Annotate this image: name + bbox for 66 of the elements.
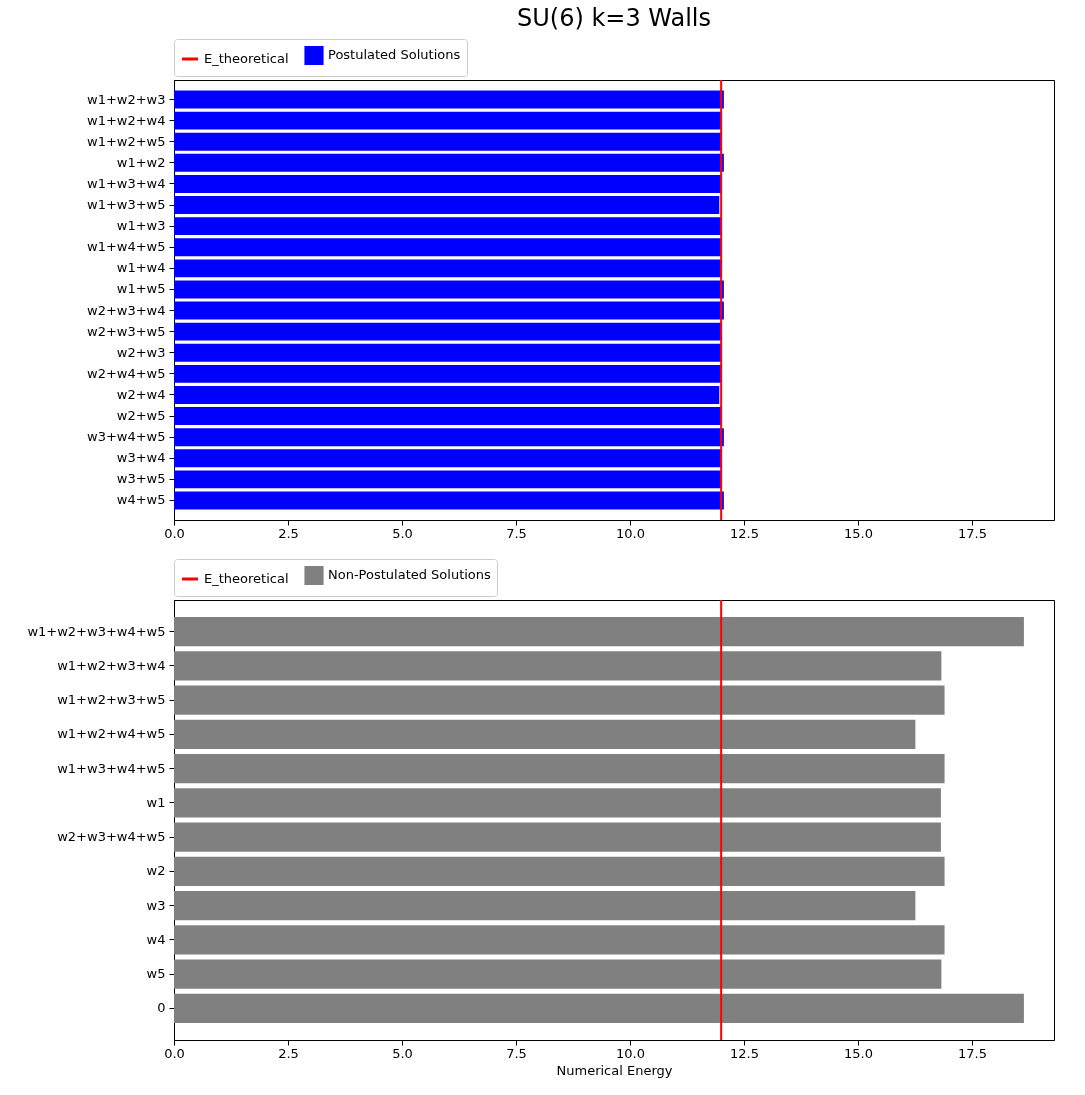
x-tick-label: 15.0 [843, 525, 873, 541]
x-tick-label: 12.5 [729, 525, 759, 541]
legend-label: Non-Postulated Solutions [328, 567, 492, 583]
x-tick-label: 5.0 [392, 1045, 413, 1061]
y-tick-label: w1 [146, 794, 166, 810]
x-axis-title: Numerical Energy [556, 1062, 673, 1078]
y-tick-label: w5 [146, 966, 166, 982]
x-tick-label: 0.0 [164, 525, 185, 541]
bar [174, 822, 941, 852]
x-tick-label: 12.5 [729, 1045, 759, 1061]
x-tick-label: 15.0 [843, 1045, 873, 1061]
legend-label: Postulated Solutions [328, 47, 461, 63]
bar [174, 959, 942, 989]
bar [174, 788, 941, 818]
y-tick-label: w3 [146, 897, 166, 913]
y-tick-label: w1+w3+w4 [87, 175, 166, 191]
x-tick-label: 0.0 [164, 1045, 185, 1061]
bar [174, 719, 916, 749]
y-tick-label: w1+w3+w5 [87, 197, 166, 213]
y-tick-label: w1+w2+w3+w5 [57, 692, 166, 708]
bar [174, 925, 945, 955]
y-tick-label: w2+w4 [116, 386, 166, 402]
y-tick-label: w4 [146, 931, 166, 947]
y-tick-label: w2 [146, 863, 166, 879]
chart-title: SU(6) k=3 Walls [516, 3, 712, 32]
y-tick-label: w1+w2+w5 [87, 133, 166, 149]
x-tick-label: 17.5 [957, 1045, 987, 1061]
y-tick-label: w2+w3 [116, 344, 166, 360]
y-tick-label: w1+w4+w5 [87, 239, 166, 255]
x-tick-label: 7.5 [506, 1045, 527, 1061]
x-tick-label: 17.5 [957, 525, 987, 541]
y-tick-label: w2+w5 [116, 408, 166, 424]
bar [174, 754, 945, 784]
y-tick-label: w1+w2 [116, 154, 166, 170]
legend-label: E_theoretical [204, 51, 289, 66]
y-tick-label: w1+w4 [116, 260, 166, 276]
bar [174, 891, 916, 921]
x-tick-label: 2.5 [278, 1045, 299, 1061]
legend-label: E_theoretical [204, 571, 289, 586]
y-tick-label: w4+w5 [116, 492, 166, 508]
y-tick-label: w2+w3+w4+w5 [57, 829, 166, 845]
y-tick-label: w1+w2+w4 [87, 112, 166, 128]
bar [174, 856, 945, 886]
y-tick-label: w1+w2+w3 [87, 91, 166, 107]
bar [174, 617, 1024, 647]
y-tick-label: w1+w2+w4+w5 [57, 726, 166, 742]
y-tick-label: w2+w3+w5 [87, 323, 166, 339]
y-tick-label: 0 [157, 1000, 166, 1016]
y-tick-label: w1+w3 [116, 218, 166, 234]
y-tick-label: w1+w3+w4+w5 [57, 760, 166, 776]
y-tick-label: w3+w4 [116, 450, 166, 466]
x-tick-label: 10.0 [615, 525, 645, 541]
bar [174, 993, 1024, 1023]
bar [174, 685, 945, 715]
y-tick-label: w1+w5 [116, 281, 166, 297]
y-tick-label: w2+w4+w5 [87, 365, 166, 381]
y-tick-label: w2+w3+w4 [87, 302, 166, 318]
x-tick-label: 5.0 [392, 525, 413, 541]
x-tick-label: 7.5 [506, 525, 527, 541]
x-tick-label: 2.5 [278, 525, 299, 541]
y-tick-label: w3+w5 [116, 471, 166, 487]
y-tick-label: w1+w2+w3+w4 [57, 657, 166, 673]
bar [174, 651, 942, 681]
x-tick-label: 10.0 [615, 1045, 645, 1061]
y-tick-label: w1+w2+w3+w4+w5 [27, 623, 166, 639]
y-tick-label: w3+w4+w5 [87, 429, 166, 445]
